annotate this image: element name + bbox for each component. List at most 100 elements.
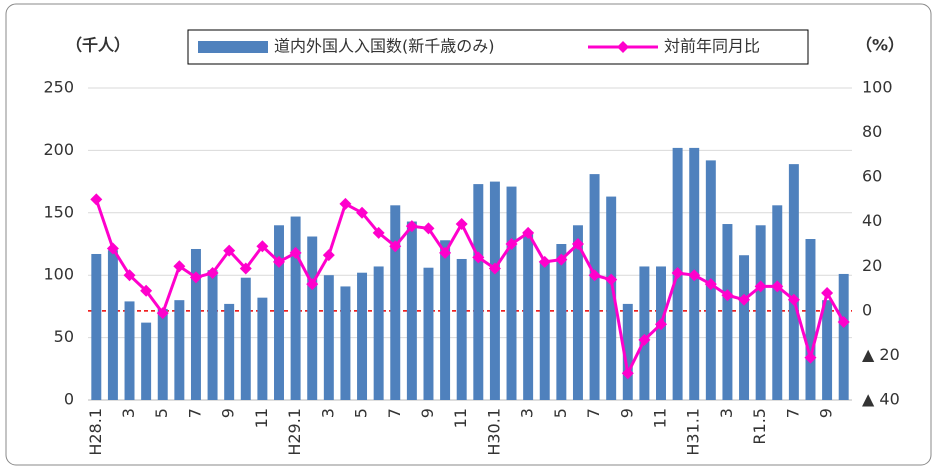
y2-tick-label: ▲ 20 xyxy=(862,345,900,364)
line-marker xyxy=(273,255,285,268)
y2-tick-label: 100 xyxy=(862,78,893,97)
line-marker xyxy=(90,193,103,206)
bar xyxy=(174,300,185,400)
bar xyxy=(157,308,168,400)
bar xyxy=(224,303,235,400)
line-marker xyxy=(206,266,219,279)
line-marker xyxy=(372,226,385,239)
line-marker xyxy=(605,273,618,286)
bar xyxy=(423,267,434,400)
line-marker xyxy=(571,238,584,250)
y-unit: （千人） xyxy=(66,36,130,55)
line-marker xyxy=(173,260,186,273)
bar xyxy=(606,196,617,400)
line-marker xyxy=(588,269,601,282)
line-marker xyxy=(389,240,402,253)
x-tick-label: 9 xyxy=(219,408,238,418)
line-marker xyxy=(140,284,153,297)
bar xyxy=(506,186,517,400)
x-tick-label: 9 xyxy=(418,408,437,418)
bar xyxy=(141,322,152,400)
bar xyxy=(357,272,368,400)
bar xyxy=(656,266,666,400)
bar xyxy=(340,286,351,400)
bar xyxy=(456,258,467,400)
line-marker xyxy=(804,351,817,364)
x-tick-label: 3 xyxy=(717,408,736,418)
bar xyxy=(107,250,118,400)
x-tick-label: 5 xyxy=(352,408,371,418)
x-tick-label: 11 xyxy=(651,408,670,428)
y-tick-label: 150 xyxy=(43,202,74,221)
y2-tick-label: 40 xyxy=(862,211,882,230)
x-tick-label: 11 xyxy=(252,408,271,428)
bar xyxy=(274,225,284,400)
x-tick-label: 5 xyxy=(551,408,570,418)
bar xyxy=(838,273,849,400)
bar xyxy=(539,262,550,400)
x-tick-label: 7 xyxy=(185,408,204,418)
y2-tick-label: ▲ 40 xyxy=(862,390,900,409)
bar xyxy=(788,164,799,400)
x-tick-label: 7 xyxy=(584,408,603,418)
bar xyxy=(822,300,833,400)
bar xyxy=(440,240,451,400)
bar xyxy=(406,221,417,400)
bar xyxy=(739,255,750,400)
line-marker xyxy=(239,262,252,275)
y2-unit: （%） xyxy=(856,36,904,55)
bar xyxy=(473,184,484,400)
line-marker xyxy=(223,244,236,257)
line-marker xyxy=(638,333,651,346)
line-marker xyxy=(123,269,136,282)
y-tick-label: 50 xyxy=(54,327,74,346)
line-marker xyxy=(821,287,834,300)
x-tick-label: 3 xyxy=(318,408,337,418)
x-tick-label: 9 xyxy=(617,408,636,418)
bar xyxy=(124,301,135,400)
bar xyxy=(489,181,500,400)
x-tick-label: H31.1 xyxy=(684,408,703,456)
line xyxy=(94,198,845,379)
bar xyxy=(290,216,301,400)
line-marker xyxy=(472,251,485,264)
bar xyxy=(755,225,766,400)
bar xyxy=(639,266,650,400)
x-tick-label: H29.1 xyxy=(285,408,304,456)
line-marker xyxy=(505,238,518,250)
line-marker xyxy=(289,246,302,259)
line-marker xyxy=(405,220,418,233)
bar xyxy=(523,231,534,400)
line-marker xyxy=(655,318,667,331)
line-marker xyxy=(754,280,767,293)
y2-tick-label: 80 xyxy=(862,122,882,141)
line-marker xyxy=(671,266,684,279)
y-tick-label: 100 xyxy=(43,265,74,284)
legend-label: 道内外国人入国数(新千歳のみ) xyxy=(274,37,495,56)
bar xyxy=(805,239,816,400)
line-marker xyxy=(356,206,369,219)
line-marker xyxy=(422,222,435,235)
bar xyxy=(257,297,268,400)
bar xyxy=(207,270,218,400)
x-tick-label: 11 xyxy=(451,408,470,428)
line-marker xyxy=(555,253,568,266)
bar xyxy=(323,275,334,400)
y2-tick-label: 60 xyxy=(862,167,882,186)
line-marker xyxy=(488,262,501,275)
y-tick-label: 250 xyxy=(43,78,74,97)
bar xyxy=(589,174,600,400)
line-marker xyxy=(688,269,701,282)
x-tick-label: H30.1 xyxy=(484,408,503,456)
y-tick-label: 0 xyxy=(64,390,74,409)
y2-tick-label: 0 xyxy=(862,300,872,319)
line-marker xyxy=(306,278,319,291)
line-marker xyxy=(738,293,751,306)
bar xyxy=(572,225,583,400)
x-tick-label: 3 xyxy=(518,408,537,418)
y-tick-label: 200 xyxy=(43,140,74,159)
bar xyxy=(772,205,783,400)
line-marker xyxy=(439,246,452,259)
line-marker xyxy=(256,240,269,253)
